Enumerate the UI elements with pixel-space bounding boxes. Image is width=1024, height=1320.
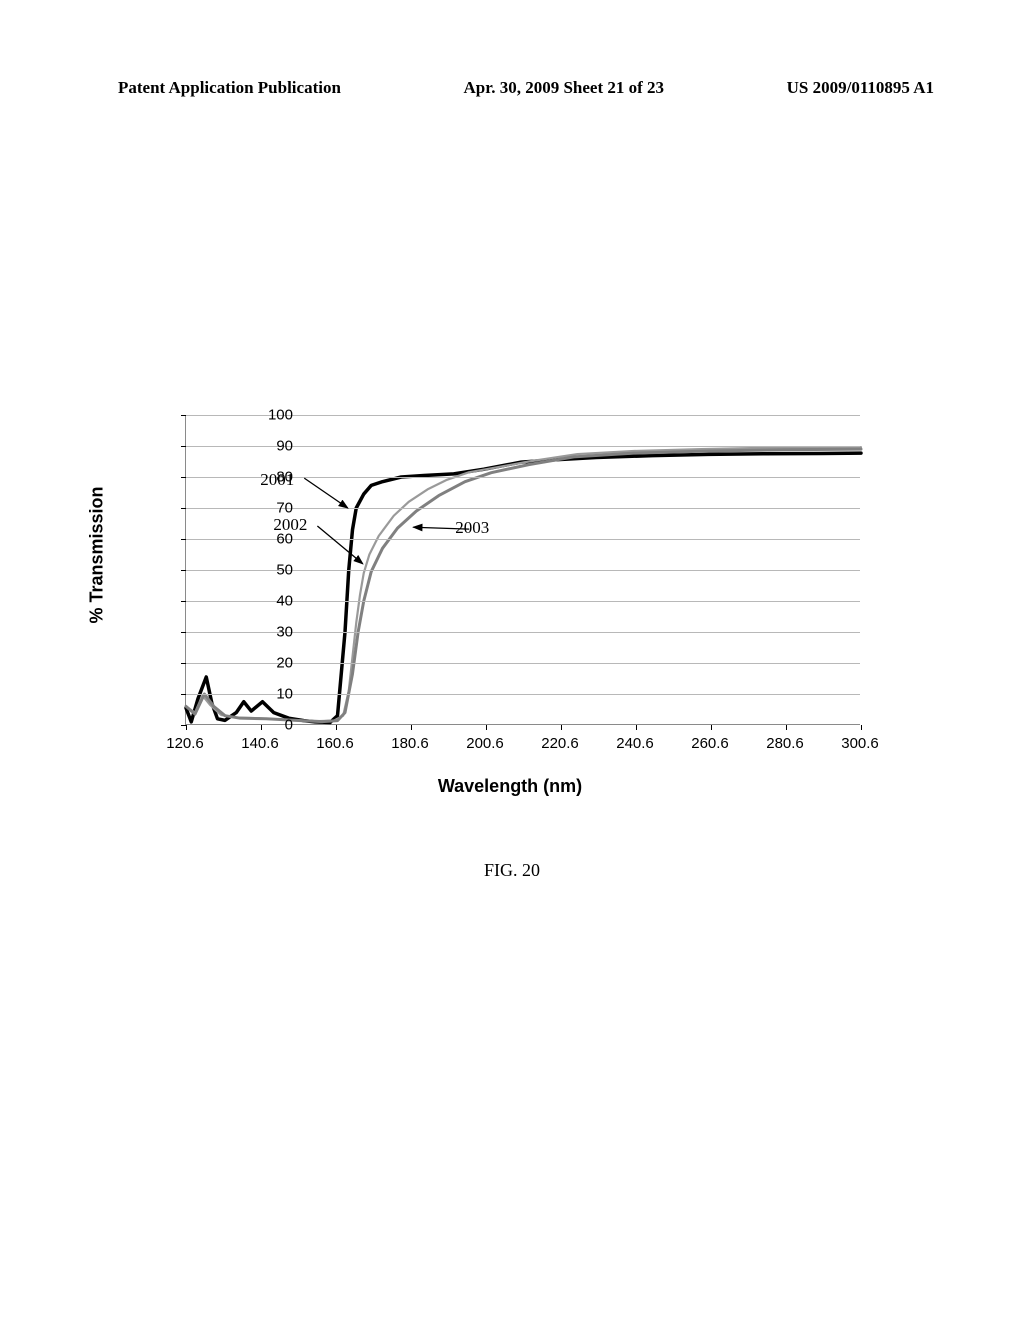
xtick-label: 280.6 bbox=[766, 735, 804, 752]
ytick-label: 20 bbox=[253, 655, 293, 672]
transmission-chart: % Transmission Wavelength (nm) 010203040… bbox=[115, 395, 905, 795]
xtick-label: 160.6 bbox=[316, 735, 354, 752]
x-axis-label: Wavelength (nm) bbox=[438, 776, 582, 797]
annotation-arrow-2001 bbox=[304, 478, 348, 508]
header-mid: Apr. 30, 2009 Sheet 21 of 23 bbox=[464, 78, 665, 98]
annotation-label-2001: 2001 bbox=[260, 470, 294, 490]
ytick-label: 0 bbox=[253, 717, 293, 734]
figure-label: FIG. 20 bbox=[484, 860, 540, 881]
header-right: US 2009/0110895 A1 bbox=[787, 78, 934, 98]
annotation-label-2003: 2003 bbox=[455, 518, 489, 538]
xtick-label: 240.6 bbox=[616, 735, 654, 752]
ytick-label: 90 bbox=[253, 438, 293, 455]
y-axis-label: % Transmission bbox=[87, 486, 108, 623]
xtick-label: 200.6 bbox=[466, 735, 504, 752]
xtick-label: 260.6 bbox=[691, 735, 729, 752]
xtick-label: 300.6 bbox=[841, 735, 879, 752]
annotation-label-2002: 2002 bbox=[273, 515, 307, 535]
ytick-label: 70 bbox=[253, 500, 293, 517]
xtick-label: 180.6 bbox=[391, 735, 429, 752]
page: Patent Application Publication Apr. 30, … bbox=[0, 0, 1024, 1320]
xtick-label: 120.6 bbox=[166, 735, 204, 752]
ytick-label: 10 bbox=[253, 686, 293, 703]
ytick-label: 100 bbox=[253, 407, 293, 424]
xtick-label: 140.6 bbox=[241, 735, 279, 752]
ytick-label: 30 bbox=[253, 624, 293, 641]
ytick-label: 50 bbox=[253, 562, 293, 579]
header-left: Patent Application Publication bbox=[118, 78, 341, 98]
header-row: Patent Application Publication Apr. 30, … bbox=[118, 78, 934, 98]
xtick-label: 220.6 bbox=[541, 735, 579, 752]
ytick-label: 40 bbox=[253, 593, 293, 610]
annotation-arrow-2002 bbox=[317, 526, 362, 564]
